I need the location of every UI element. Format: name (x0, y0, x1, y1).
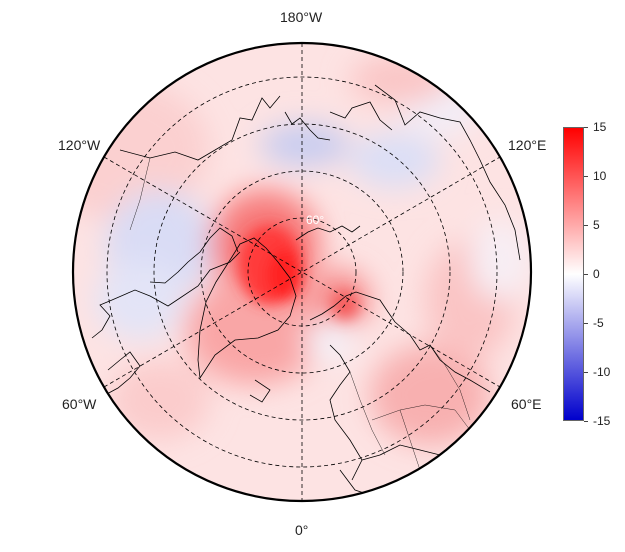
colorbar-tick (584, 127, 588, 128)
country-borders (129, 157, 491, 471)
colorbar-tick-label: 5 (593, 218, 600, 232)
colorbar (563, 127, 584, 421)
lon-label-60w: 60°W (62, 396, 97, 412)
colorbar-tick (584, 225, 588, 226)
colorbar-tick-label: -10 (593, 365, 611, 379)
anomaly-field (73, 43, 531, 501)
colorbar-tick (584, 176, 588, 177)
lon-label-180w: 180°W (280, 9, 323, 25)
colorbar-tick (584, 421, 588, 422)
lon-label-120w: 120°W (58, 137, 101, 153)
colorbar-tick (584, 372, 588, 373)
colorbar-tick (584, 323, 588, 324)
colorbar-tick (584, 274, 588, 275)
lon-label-120e: 120°E (508, 137, 547, 153)
colorbar-tick-label: -15 (593, 414, 611, 428)
colorbar-tick-label: -5 (593, 316, 604, 330)
map-boundary (71, 41, 533, 503)
coastlines (91, 84, 521, 496)
lon-label-0: 0° (295, 522, 309, 538)
colorbar-tick-label: 15 (593, 120, 607, 134)
colorbar-tick-label: 0 (593, 267, 600, 281)
lon-label-60e: 60°E (511, 396, 542, 412)
colorbar-tick-label: 10 (593, 169, 607, 183)
lat-60-label: 60° (306, 213, 324, 227)
graticule (103, 43, 501, 501)
